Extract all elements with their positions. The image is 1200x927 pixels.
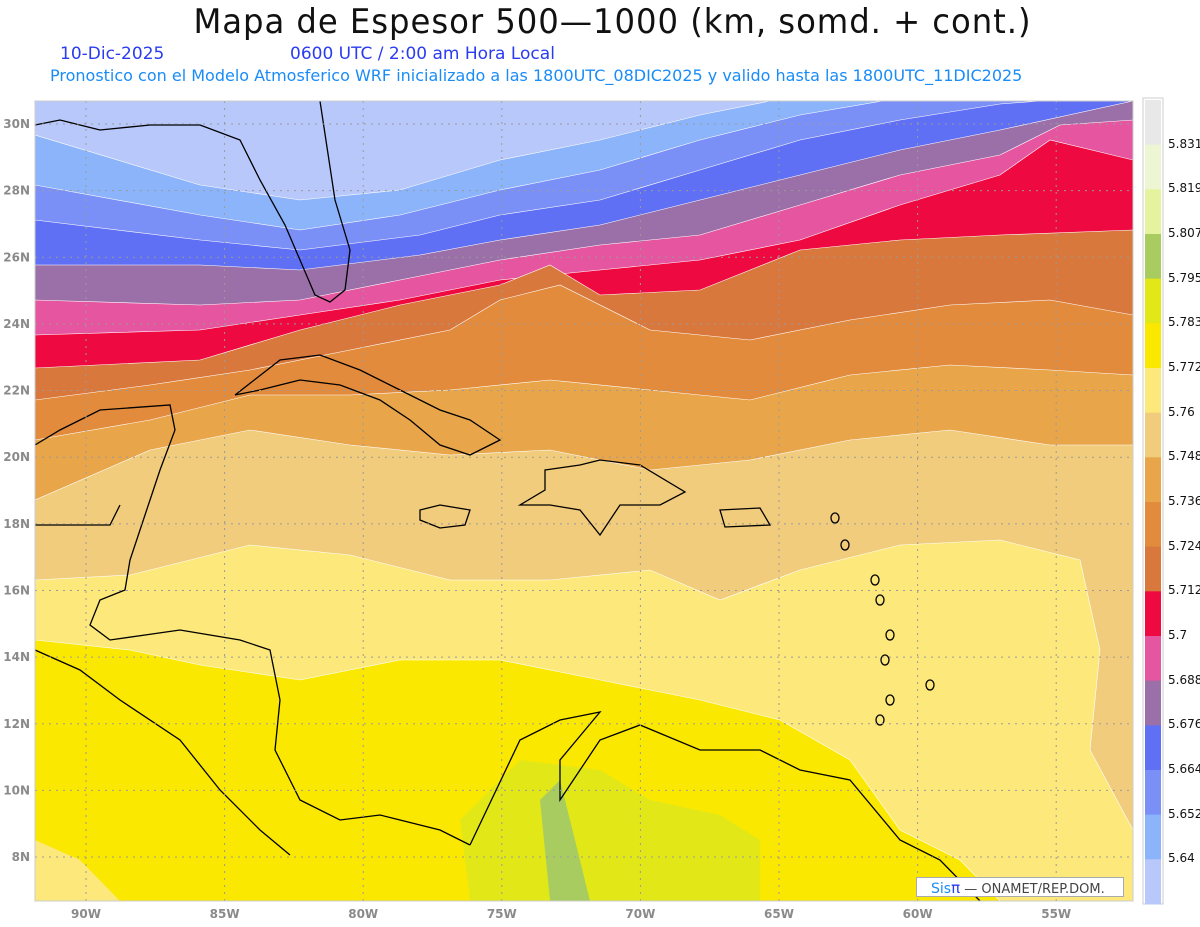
logo-text: — ONAMET/REP.DOM. xyxy=(960,882,1105,897)
band-5.795 xyxy=(540,780,590,901)
lat-label: 22N xyxy=(3,384,30,398)
colorbar-label: 5.652 xyxy=(1168,806,1200,821)
map-frame xyxy=(34,100,1134,902)
colorbar-label: 5.724 xyxy=(1168,538,1200,553)
lon-label: 75W xyxy=(487,907,517,921)
lon-label: 60W xyxy=(903,907,933,921)
island xyxy=(870,574,880,586)
colorbar-swatch xyxy=(1145,725,1161,771)
lon-label: 80W xyxy=(348,907,378,921)
colorbar-label: 5.688 xyxy=(1168,672,1200,687)
colorbar-swatch xyxy=(1145,636,1161,682)
lat-label: 16N xyxy=(3,583,30,597)
lat-label: 24N xyxy=(3,317,30,331)
forecast-date: 10-Dic-2025 xyxy=(60,44,165,64)
colorbar xyxy=(1142,97,1164,905)
lat-label: 12N xyxy=(3,717,30,731)
coastline-3 xyxy=(419,504,471,529)
colorbar-swatch xyxy=(1145,189,1161,235)
colorbar-swatch xyxy=(1145,412,1161,458)
lon-label: 85W xyxy=(210,907,240,921)
coastlines xyxy=(35,101,981,901)
island xyxy=(830,512,840,524)
island xyxy=(885,694,895,706)
lat-label: 8N xyxy=(12,850,30,864)
colorbar-label: 5.772 xyxy=(1168,360,1200,374)
lat-label: 14N xyxy=(3,650,30,664)
colorbar-swatch xyxy=(1145,144,1161,190)
sispi-logo: Sisπ — ONAMET/REP.DOM. xyxy=(916,877,1124,897)
band-5.76-sw xyxy=(35,840,120,901)
lon-label: 55W xyxy=(1041,907,1071,921)
colorbar-swatch xyxy=(1145,546,1161,592)
forecast-time: 0600 UTC / 2:00 am Hora Local xyxy=(290,44,555,64)
coastline-0 xyxy=(35,101,351,303)
graticule xyxy=(35,101,1133,901)
map-title: Mapa de Espesor 500—1000 (km, somd. + co… xyxy=(193,2,1032,42)
coastline-5 xyxy=(35,404,471,846)
island xyxy=(880,654,890,666)
island xyxy=(875,714,885,726)
lon-label: 70W xyxy=(625,907,655,921)
colorbar-swatch xyxy=(1145,814,1161,860)
island xyxy=(840,539,850,551)
lat-label: 30N xyxy=(3,117,30,131)
coastline-6 xyxy=(35,649,291,856)
colorbar-swatch xyxy=(1145,368,1161,414)
colorbar-label: 5.795 xyxy=(1168,270,1200,285)
colorbar-swatch xyxy=(1145,234,1161,280)
lat-label: 26N xyxy=(3,250,30,264)
lat-label: 10N xyxy=(3,783,30,797)
band-5.783 xyxy=(460,760,760,901)
colorbar-label: 5.64 xyxy=(1168,851,1195,866)
axis-labels: 30N 28N 26N 24N 22N 20N 18N 16N 14N 12N 10N 8N 90W 85… xyxy=(3,117,1071,921)
colorbar-label: 5.736 xyxy=(1168,494,1200,508)
lat-label: 18N xyxy=(3,517,30,531)
island xyxy=(885,629,895,641)
forecast-subtitle: Pronostico con el Modelo Atmosferico WRF… xyxy=(50,66,1023,85)
colorbar-label: 5.819 xyxy=(1168,181,1200,196)
colorbar-swatch xyxy=(1145,278,1161,324)
colorbar-swatch xyxy=(1145,502,1161,548)
lat-label: 20N xyxy=(3,450,30,464)
shaded-bands xyxy=(35,101,1133,901)
lon-label: 65W xyxy=(764,907,794,921)
colorbar-label: 5.76 xyxy=(1168,404,1195,419)
colorbar-label: 5.712 xyxy=(1168,583,1200,598)
colorbar-swatch xyxy=(1145,680,1161,726)
coastline-8 xyxy=(35,504,121,526)
colorbar-swatch xyxy=(1145,770,1161,816)
colorbar-swatch xyxy=(1145,323,1161,369)
coastline-2 xyxy=(517,459,687,537)
lon-label: 90W xyxy=(71,907,101,921)
colorbar-label: 5.748 xyxy=(1168,449,1200,464)
island xyxy=(925,679,935,691)
colorbar-label: 5.7 xyxy=(1168,628,1188,642)
colorbar-label: 5.831 xyxy=(1168,136,1200,151)
colorbar-label: 5.783 xyxy=(1168,315,1200,330)
colorbar-swatch xyxy=(1145,591,1161,637)
colorbar-swatch xyxy=(1145,100,1161,146)
island xyxy=(875,594,885,606)
lat-label: 28N xyxy=(3,184,30,198)
colorbar-swatch xyxy=(1145,859,1161,905)
colorbar-label: 5.676 xyxy=(1168,717,1200,732)
logo-pi: π xyxy=(951,879,961,897)
coastline-1 xyxy=(234,354,502,456)
colorbar-label: 5.664 xyxy=(1168,762,1200,776)
coastline-4 xyxy=(719,507,772,528)
colorbar-swatch xyxy=(1145,457,1161,503)
colorbar-label: 5.807 xyxy=(1168,226,1200,240)
logo-sis: Sis xyxy=(931,881,952,897)
